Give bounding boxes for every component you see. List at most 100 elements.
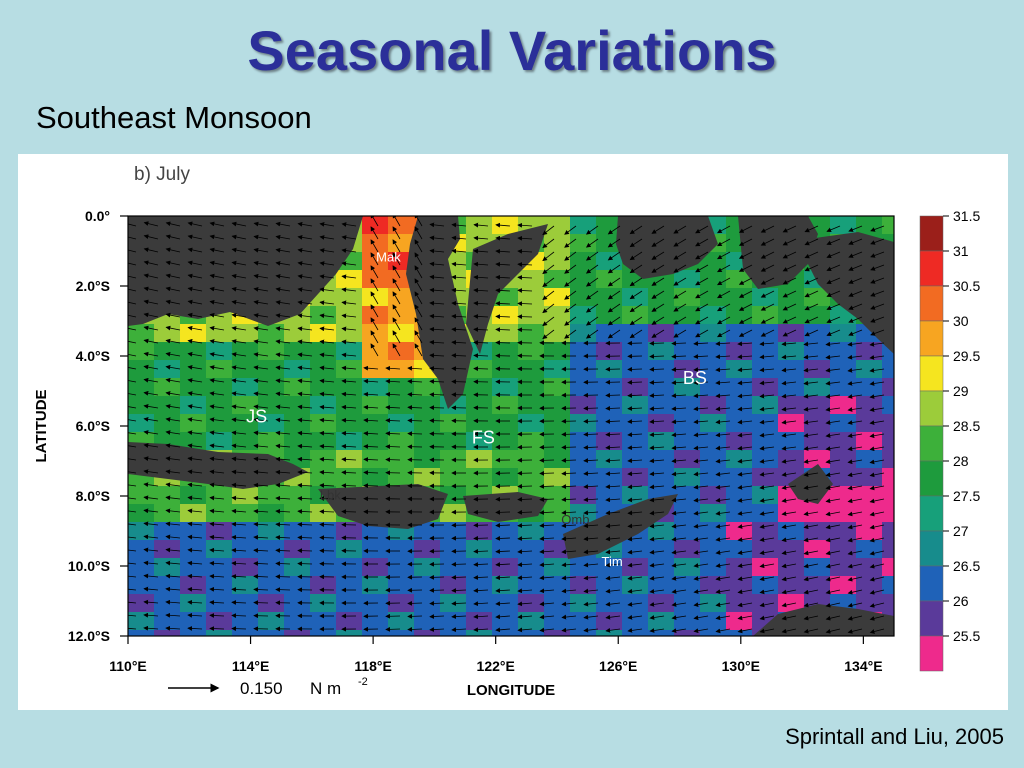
wind-vector	[671, 406, 687, 412]
sst-cell	[700, 288, 726, 306]
wind-vector	[407, 600, 423, 606]
wind-vector	[804, 329, 819, 337]
wind-vector	[715, 432, 731, 438]
wind-vector	[671, 393, 687, 399]
sst-cell	[674, 324, 700, 342]
wind-vector	[253, 417, 269, 423]
wind-vector	[693, 497, 709, 503]
sst-cell	[154, 378, 180, 396]
wind-vector	[715, 471, 731, 477]
wind-vector	[826, 251, 841, 259]
wind-vector	[473, 274, 489, 280]
wind-vector	[561, 444, 577, 450]
wind-vector	[781, 341, 797, 347]
sst-cell	[596, 342, 622, 360]
wind-vector	[803, 446, 819, 451]
wind-vector	[495, 235, 511, 241]
wind-vector	[128, 340, 137, 344]
wind-vector	[847, 576, 863, 582]
wind-vector	[363, 365, 379, 371]
wind-vector	[165, 273, 181, 279]
wind-vector	[826, 329, 841, 337]
wind-vector	[539, 627, 555, 633]
wind-vector	[759, 458, 775, 464]
sst-cell	[804, 306, 830, 324]
wind-vector	[231, 547, 247, 553]
wind-vector	[187, 351, 203, 357]
wind-vector	[231, 600, 247, 605]
sst-cell	[674, 414, 700, 432]
wind-vector	[737, 380, 753, 386]
wind-vector	[275, 313, 291, 318]
sst-cell	[622, 396, 648, 414]
wind-vector	[451, 627, 467, 633]
wind-vector	[847, 381, 863, 386]
wind-vector	[392, 291, 401, 305]
wind-vector	[848, 251, 863, 258]
wind-vector	[451, 274, 467, 280]
wind-vector	[341, 470, 357, 475]
sst-cell	[284, 522, 310, 540]
wind-vector	[165, 247, 181, 253]
wind-vector	[473, 314, 489, 319]
sst-cell	[804, 540, 830, 558]
wind-vector	[759, 471, 775, 477]
sst-cell	[596, 468, 622, 486]
sst-cell	[726, 450, 752, 468]
wind-vector	[627, 484, 643, 490]
wind-vector	[673, 316, 687, 325]
sst-cell	[856, 216, 882, 234]
wind-vector	[341, 352, 357, 358]
sst-wind-map: b) July 110°E 114°E	[33, 164, 980, 699]
sst-cell	[596, 252, 622, 270]
sst-cell	[310, 396, 336, 414]
sst-cell	[596, 414, 622, 432]
wind-vector	[165, 573, 181, 579]
wind-vector	[869, 550, 885, 556]
wind-vector	[782, 316, 797, 324]
sst-cell	[206, 540, 232, 558]
sst-cell	[154, 342, 180, 360]
wind-vector	[716, 264, 731, 273]
colorbar-swatch	[919, 565, 944, 602]
wind-vector	[693, 432, 709, 438]
wind-vector	[782, 277, 797, 285]
wind-vector	[429, 287, 445, 293]
y-tick-label: 2.0°S	[76, 278, 110, 294]
sst-cell	[726, 504, 752, 522]
wind-vector	[165, 625, 181, 631]
wind-vector	[517, 301, 533, 306]
wind-vector	[231, 247, 247, 253]
sst-cell	[492, 396, 518, 414]
wind-vector	[253, 286, 269, 292]
wind-vector	[715, 393, 731, 399]
wind-vector	[605, 471, 621, 477]
wind-vector	[392, 226, 401, 240]
wind-vector	[370, 278, 379, 292]
wind-vector	[583, 536, 599, 542]
wind-vector	[143, 443, 159, 448]
wind-vector	[209, 391, 225, 396]
sst-cell	[648, 324, 674, 342]
wind-vector	[392, 278, 401, 292]
y-tick-label: 10.0°S	[68, 558, 110, 574]
sst-cell	[414, 378, 440, 396]
wind-vector	[451, 353, 467, 358]
wind-vector	[363, 483, 379, 489]
wind-vector	[319, 469, 335, 475]
wind-vector	[605, 562, 621, 568]
wind-vector	[319, 274, 335, 279]
sst-cell	[258, 432, 284, 450]
wind-vector	[451, 366, 467, 371]
wind-vector	[187, 338, 203, 344]
wind-vector	[319, 443, 335, 449]
wind-vector	[759, 419, 775, 425]
wind-vector	[253, 521, 269, 527]
wind-vector	[826, 316, 841, 324]
sst-cell	[700, 342, 726, 360]
wind-vector	[673, 303, 687, 312]
wind-vector	[825, 576, 841, 582]
sst-cell	[544, 360, 570, 378]
wind-vector	[826, 225, 841, 233]
wind-vector	[297, 313, 313, 319]
